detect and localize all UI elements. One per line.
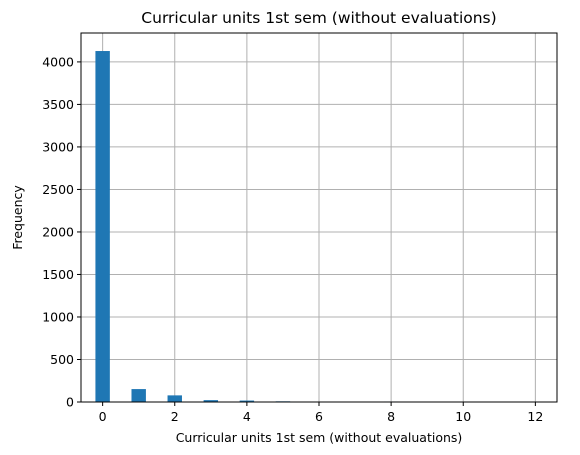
- histogram-bar: [203, 400, 219, 402]
- y-axis-label: Frequency: [10, 185, 25, 250]
- y-tick-label: 0: [66, 395, 74, 410]
- y-tick-label: 1000: [42, 309, 74, 324]
- histogram-bar: [131, 389, 146, 402]
- x-tick-label: 8: [387, 409, 395, 424]
- y-tick-label: 1500: [42, 267, 74, 282]
- x-tick-label: 2: [171, 409, 179, 424]
- y-tick-label: 3500: [42, 97, 74, 112]
- histogram-bar: [167, 395, 182, 402]
- grid: [81, 33, 557, 403]
- x-tick-label: 12: [527, 409, 543, 424]
- x-axis-label: Curricular units 1st sem (without evalua…: [176, 430, 463, 445]
- y-tick-label: 4000: [42, 54, 74, 69]
- x-tick-label: 4: [243, 409, 251, 424]
- x-tick-label: 0: [99, 409, 107, 424]
- bars: [95, 51, 543, 403]
- y-tick-label: 500: [50, 352, 74, 367]
- x-tick-label: 10: [455, 409, 471, 424]
- x-axis-ticks: 0 2 4 6 8 10 12: [99, 402, 543, 424]
- y-tick-label: 2000: [42, 224, 74, 239]
- chart-title: Curricular units 1st sem (without evalua…: [141, 9, 496, 27]
- y-axis-ticks: 0 500 1000 1500 2000 2500 3000 3500 4000: [42, 54, 81, 410]
- x-tick-label: 6: [315, 409, 323, 424]
- histogram-bar: [239, 400, 255, 402]
- y-tick-label: 2500: [42, 182, 74, 197]
- y-tick-label: 3000: [42, 139, 74, 154]
- histogram-bar: [95, 51, 110, 403]
